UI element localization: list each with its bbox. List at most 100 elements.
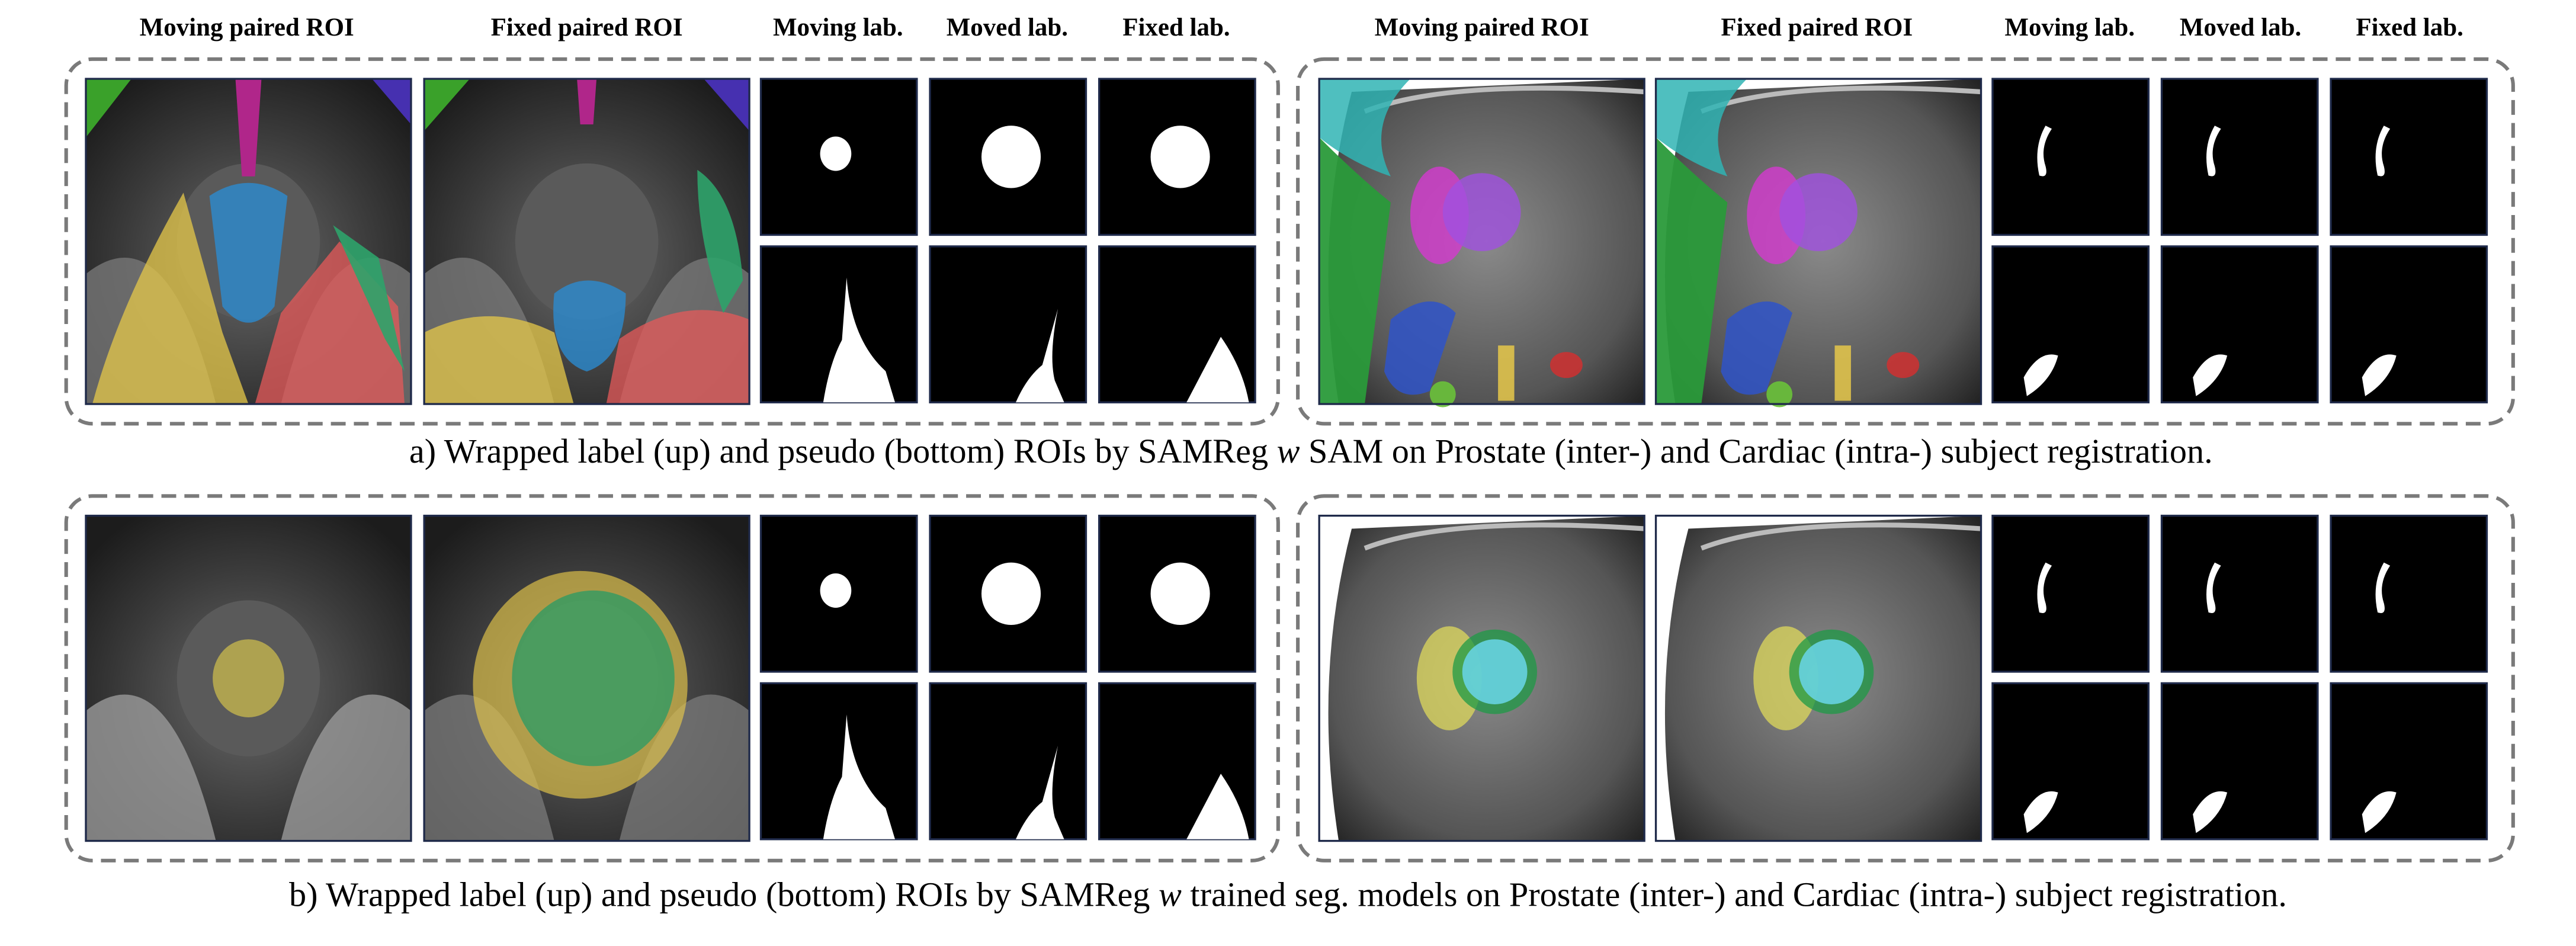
mask	[823, 714, 896, 839]
label-mask	[2362, 791, 2397, 833]
label-mask	[981, 562, 1041, 625]
cardiac-image	[1656, 79, 1981, 408]
column-header: Fixed paired ROI	[491, 14, 683, 41]
mask	[2193, 354, 2228, 396]
roi	[1799, 639, 1864, 704]
image-frame	[85, 514, 412, 842]
mask	[2037, 126, 2052, 177]
caption-a: a) Wrapped label (up) and pseudo (bottom…	[409, 432, 2213, 470]
roi	[606, 310, 750, 405]
label-mask	[2193, 354, 2228, 396]
roi	[1656, 79, 1747, 177]
roi	[1779, 173, 1858, 252]
gland	[515, 163, 659, 320]
tissue	[85, 694, 411, 841]
group-box	[1296, 494, 2515, 862]
label-mask	[2023, 791, 2058, 833]
group-box	[64, 57, 1280, 426]
roi	[1887, 352, 1920, 379]
label-mask	[2206, 562, 2221, 613]
roi	[1429, 381, 1456, 408]
cardiac-image	[1319, 79, 1645, 408]
image-frame	[1318, 514, 1645, 842]
mask	[981, 562, 1041, 625]
roi	[85, 79, 131, 137]
mask	[820, 136, 852, 171]
mask	[2193, 791, 2228, 833]
caption-text: SAM on Prostate (inter-) and Cardiac (in…	[1300, 432, 2213, 470]
column-header: Fixed lab.	[2356, 14, 2463, 41]
label-image	[1991, 682, 2150, 841]
cardiac-image	[1319, 515, 1645, 841]
panels	[64, 57, 2515, 862]
column-header: Moving paired ROI	[1375, 14, 1589, 41]
label-mask	[2375, 126, 2391, 177]
image-frame	[1318, 78, 1645, 405]
label-mask	[1015, 745, 1064, 839]
group-box	[64, 494, 1280, 862]
roi	[1462, 639, 1528, 704]
roi	[1766, 381, 1793, 408]
prostate-image	[85, 515, 411, 841]
mask	[981, 126, 1041, 188]
roi	[1656, 137, 1728, 405]
label-mask	[823, 714, 896, 839]
label-mask	[820, 573, 852, 608]
label-image	[2330, 78, 2488, 236]
mask	[2362, 354, 2397, 396]
mask	[2023, 354, 2058, 396]
label-image	[2330, 682, 2488, 841]
column-header: Moving lab.	[773, 14, 903, 41]
roi	[424, 79, 470, 131]
label-mask	[2362, 354, 2397, 396]
cardiac-image	[1656, 515, 1981, 841]
mask	[1015, 309, 1064, 403]
roi	[512, 590, 675, 767]
roi	[333, 225, 405, 372]
mask	[2362, 791, 2397, 833]
label-mask	[823, 277, 896, 403]
roi	[1550, 352, 1583, 379]
mask	[2206, 562, 2221, 613]
roi	[577, 79, 597, 124]
label-image	[1098, 78, 1256, 236]
roi	[1319, 137, 1391, 405]
image-frame	[423, 514, 750, 842]
label-mask	[981, 126, 1041, 188]
caption-b: b) Wrapped label (up) and pseudo (bottom…	[289, 876, 2287, 914]
mask	[2375, 126, 2391, 177]
label-mask	[2037, 126, 2052, 177]
group-box	[1296, 57, 2515, 426]
label-mask	[2193, 791, 2228, 833]
label-image	[1991, 514, 2150, 673]
column-header: Fixed lab.	[1122, 14, 1230, 41]
label-image	[2330, 514, 2488, 673]
roi	[235, 79, 262, 177]
mask	[1150, 126, 1210, 188]
prostate-image	[424, 515, 750, 841]
label-image	[1991, 78, 2150, 236]
mask	[2023, 791, 2058, 833]
roi	[424, 316, 574, 405]
label-image	[929, 245, 1087, 403]
label-mask	[1186, 336, 1249, 403]
mask	[2037, 562, 2052, 613]
column-header: Moved lab.	[2180, 14, 2301, 41]
image-frame	[85, 78, 412, 405]
mask	[823, 277, 896, 403]
mask	[1186, 336, 1249, 403]
roi	[209, 182, 288, 323]
image-frame	[1654, 514, 1982, 842]
label-image	[2160, 514, 2319, 673]
mask	[2206, 126, 2221, 177]
label-mask	[2023, 354, 2058, 396]
label-image	[2160, 245, 2319, 403]
label-mask	[2206, 126, 2221, 177]
roi	[1384, 301, 1456, 395]
roi	[92, 193, 249, 405]
caption-italic: w	[1159, 876, 1182, 914]
roi	[213, 639, 284, 717]
prostate-image	[85, 79, 411, 405]
